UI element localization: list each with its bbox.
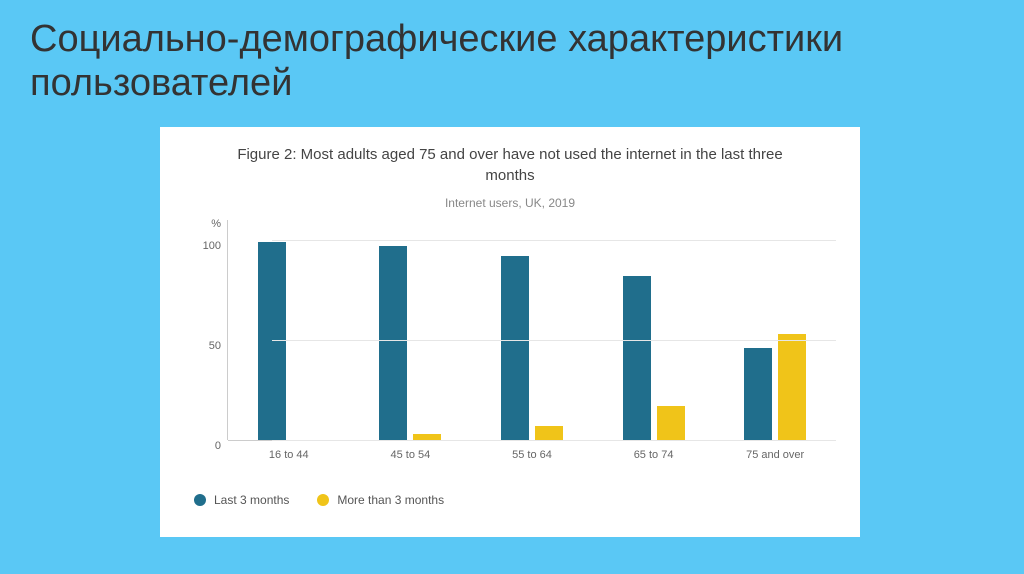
legend-item: Last 3 months bbox=[194, 493, 289, 507]
x-axis: 16 to 4445 to 5455 to 6465 to 7475 and o… bbox=[228, 440, 836, 461]
x-axis-label: 45 to 54 bbox=[350, 441, 472, 461]
x-axis-label: 16 to 44 bbox=[228, 441, 350, 461]
chart-card: Figure 2: Most adults aged 75 and over h… bbox=[160, 127, 860, 537]
slide-title: Социально-демографические характеристики… bbox=[0, 0, 1024, 115]
bars-container bbox=[228, 220, 836, 440]
y-tick: 0 bbox=[215, 440, 221, 452]
y-axis: % 100 50 0 bbox=[184, 220, 228, 440]
legend-dot-icon bbox=[194, 494, 206, 506]
legend-dot-icon bbox=[317, 494, 329, 506]
y-tick: 100 bbox=[203, 240, 221, 252]
x-axis-label: 75 and over bbox=[714, 441, 836, 461]
x-axis-label: 55 to 64 bbox=[471, 441, 593, 461]
chart-title: Figure 2: Most adults aged 75 and over h… bbox=[184, 145, 836, 186]
grid-line bbox=[272, 340, 836, 341]
grid-line bbox=[272, 440, 836, 441]
legend-label: More than 3 months bbox=[337, 493, 444, 507]
legend-item: More than 3 months bbox=[317, 493, 444, 507]
x-axis-label: 65 to 74 bbox=[593, 441, 715, 461]
legend: Last 3 months More than 3 months bbox=[184, 493, 836, 507]
gridlines bbox=[272, 220, 836, 440]
grid-line bbox=[272, 240, 836, 241]
legend-label: Last 3 months bbox=[214, 493, 289, 507]
chart-subtitle: Internet users, UK, 2019 bbox=[184, 196, 836, 210]
plot-area: % 100 50 0 bbox=[184, 220, 836, 440]
y-tick: 50 bbox=[209, 340, 221, 352]
y-axis-unit: % bbox=[211, 218, 221, 230]
